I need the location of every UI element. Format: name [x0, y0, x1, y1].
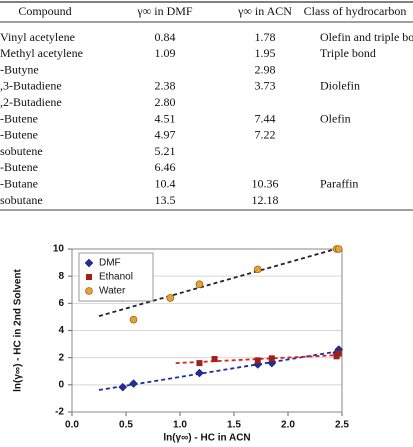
point [268, 355, 275, 362]
table-header: Compound [18, 4, 71, 18]
table-cell: Olefin and triple bond [320, 30, 413, 44]
legend-label: Ethanol [99, 272, 133, 283]
table-cell: 7.44 [255, 111, 276, 125]
y-tick-label: 4 [58, 325, 64, 336]
point [195, 280, 204, 289]
point [253, 265, 262, 274]
y-tick-label: 2 [58, 352, 64, 363]
point [129, 379, 138, 388]
table-cell: -Butane [0, 176, 38, 190]
table-cell: 4.51 [155, 111, 176, 125]
table-cell: Methyl acetylene [0, 46, 83, 60]
table-cell: 4.97 [155, 128, 176, 142]
y-axis-title: ln(γ∞) - HC in 2nd Solvent [13, 268, 24, 391]
legend-label: DMF [99, 258, 121, 269]
point [166, 294, 175, 302]
table-cell: Paraffin [320, 176, 358, 190]
point [334, 245, 343, 253]
table-cell: sobutene [0, 144, 43, 158]
x-tick-label: 0.0 [65, 420, 79, 431]
point [129, 315, 138, 324]
table-cell: 2.80 [155, 95, 176, 109]
y-tick-label: 6 [58, 298, 64, 309]
y-tick-label: 10 [53, 244, 65, 255]
legend-marker [86, 274, 92, 280]
table-cell: 13.5 [155, 193, 176, 207]
table-cell: Olefin [320, 111, 351, 125]
table-cell: 1.95 [255, 46, 276, 60]
point [211, 356, 218, 363]
point [254, 357, 261, 364]
table-cell: 5.21 [155, 144, 176, 158]
table-header: γ∞ in DMF [136, 4, 193, 18]
table-header: γ∞ in ACN [237, 4, 292, 18]
x-axis-title: ln(γ∞) - HC in ACN [163, 433, 250, 444]
table-cell: Diolefin [320, 79, 360, 93]
y-tick-label: 8 [58, 271, 64, 282]
table-cell: Vinyl acetylene [0, 30, 75, 44]
trend-line [175, 354, 339, 365]
table-cell: ,3-Butadiene [0, 79, 62, 93]
table-cell: 0.84 [155, 30, 176, 44]
table-cell: -Butyne [0, 62, 39, 76]
table-cell: 1.09 [155, 46, 176, 60]
legend-marker [84, 258, 94, 268]
x-tick-label: 1.5 [227, 420, 241, 431]
table-cell: sobutane [0, 193, 43, 207]
plot-frame [71, 248, 343, 413]
table-cell: ,2-Butadiene [0, 95, 62, 109]
table-cell: 10.4 [155, 176, 176, 190]
x-tick-label: 0.5 [119, 420, 133, 431]
x-tick-label: 2.0 [281, 420, 295, 431]
table-cell: 7.22 [255, 128, 276, 142]
point [195, 368, 204, 378]
table-cell: 2.38 [155, 79, 176, 93]
legend-marker [85, 287, 93, 295]
point [118, 382, 128, 392]
table-cell: 6.46 [155, 160, 176, 174]
x-tick-label: 1.0 [173, 420, 187, 431]
point [196, 360, 203, 367]
table-header: Class of hydrocarbon [304, 4, 407, 18]
table-cell: 10.36 [252, 176, 279, 190]
table-cell: 12.18 [252, 193, 279, 207]
table-cell: 3.73 [255, 79, 276, 93]
table-cell: 1.78 [255, 30, 276, 44]
table-cell: -Butene [0, 111, 38, 125]
trend-line [98, 350, 339, 391]
y-tick-label: 0 [58, 379, 64, 390]
table-cell: 2.98 [255, 62, 276, 76]
legend-label: Water [99, 286, 126, 297]
y-tick-label: -2 [55, 407, 64, 418]
x-tick-label: 2.5 [335, 420, 349, 431]
table-cell: Triple bond [320, 46, 376, 60]
point [335, 350, 342, 357]
table-cell: -Butene [0, 160, 38, 174]
table-cell: -Butene [0, 128, 38, 142]
